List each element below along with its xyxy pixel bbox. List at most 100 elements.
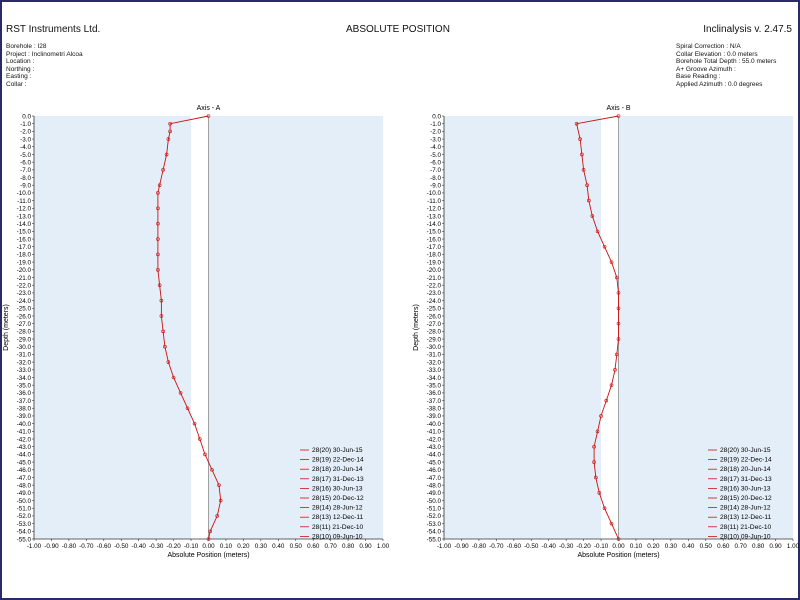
profile-point — [578, 137, 582, 141]
report-title: ABSOLUTE POSITION — [346, 24, 450, 35]
y-tick-label: -36.0 — [427, 390, 442, 397]
profile-point — [614, 275, 619, 280]
y-tick-label: -53.0 — [427, 521, 442, 528]
y-tick-label: -25.0 — [17, 306, 32, 313]
legend-label: 28(14) 28-Jun-12 — [312, 505, 363, 512]
profile-point — [613, 367, 617, 372]
profile-point — [602, 506, 607, 511]
y-tick-label: -23.0 — [427, 290, 442, 297]
y-tick-label: -55.0 — [17, 536, 32, 543]
x-tick-label: 1.00 — [787, 543, 800, 550]
profile-point — [192, 421, 197, 426]
y-tick-label: -14.0 — [427, 221, 442, 228]
profile-point — [616, 337, 621, 341]
y-tick-label: -48.0 — [17, 482, 32, 489]
y-tick-label: -4.0 — [20, 144, 31, 151]
y-tick-label: -47.0 — [427, 475, 442, 482]
profile-point — [161, 329, 165, 334]
profile-point — [159, 314, 164, 318]
y-tick-label: -12.0 — [427, 206, 442, 213]
meta-spiral-correction: Spiral Correction : N/A — [676, 43, 741, 50]
y-tick-label: -2.0 — [430, 129, 441, 136]
software-version: Inclinalysis v. 2.47.5 — [703, 24, 792, 35]
y-tick-label: -37.0 — [427, 398, 442, 405]
y-tick-label: -33.0 — [427, 367, 442, 374]
profile-point — [609, 260, 614, 264]
y-tick-label: -20.0 — [427, 267, 442, 274]
y-tick-label: -50.0 — [17, 498, 32, 505]
y-tick-label: -52.0 — [17, 513, 32, 520]
y-tick-label: -27.0 — [17, 321, 32, 328]
legend-label: 28(18) 20-Jun-14 — [720, 466, 771, 473]
x-tick-label: 0.70 — [325, 543, 338, 550]
y-tick-label: -44.0 — [427, 452, 442, 459]
legend-label: 28(18) 20-Jun-14 — [312, 466, 363, 473]
x-tick-label: 0.20 — [237, 543, 250, 550]
x-tick-label: -0.10 — [184, 543, 199, 550]
x-tick-label: -0.50 — [114, 543, 129, 550]
meta-borehole: Borehole : I28 — [6, 43, 47, 50]
profile-point — [616, 291, 621, 295]
y-tick-label: -22.0 — [427, 283, 442, 290]
x-tick-label: 0.60 — [717, 543, 730, 550]
legend-label: 28(20) 30-Jun-15 — [312, 447, 363, 454]
y-tick-label: -17.0 — [17, 244, 32, 251]
x-tick-label: 1.00 — [377, 543, 390, 550]
x-tick-label: 0.00 — [202, 543, 215, 550]
y-tick-label: -29.0 — [427, 336, 442, 343]
x-tick-label: 0.90 — [359, 543, 372, 550]
x-tick-label: -0.60 — [97, 543, 112, 550]
x-tick-label: -0.90 — [44, 543, 59, 550]
y-tick-label: -39.0 — [17, 413, 32, 420]
profile-point — [156, 206, 160, 211]
x-tick-label: 0.80 — [342, 543, 355, 550]
y-tick-label: -30.0 — [427, 344, 442, 351]
y-tick-label: -55.0 — [427, 536, 442, 543]
y-tick-label: -7.0 — [430, 167, 441, 174]
y-tick-label: -52.0 — [427, 513, 442, 520]
meta-total-depth: Borehole Total Depth : 55.0 meters — [676, 58, 777, 66]
x-tick-label: -0.40 — [542, 543, 557, 550]
profile-point — [218, 498, 223, 503]
y-tick-label: -24.0 — [427, 298, 442, 305]
meta-collar-elevation: Collar Elevation : 0.0 meters — [676, 50, 758, 58]
profile-point — [215, 514, 220, 518]
legend-label: 28(19) 22-Dec-14 — [720, 457, 772, 464]
profile-point — [616, 321, 621, 326]
profile-point — [602, 244, 607, 249]
x-tick-label: -0.40 — [132, 543, 147, 550]
profile-point — [599, 414, 603, 418]
x-tick-label: 0.30 — [665, 543, 678, 550]
y-tick-label: -18.0 — [17, 252, 32, 259]
y-tick-label: -9.0 — [20, 183, 31, 190]
y-tick-label: -45.0 — [17, 459, 32, 466]
profile-point — [616, 306, 621, 311]
y-tick-label: -24.0 — [17, 298, 32, 305]
y-tick-label: -44.0 — [17, 452, 32, 459]
profile-point — [156, 252, 160, 257]
profile-point — [592, 460, 596, 464]
y-tick-label: -27.0 — [427, 321, 442, 328]
profile-point — [161, 168, 165, 172]
y-tick-label: -38.0 — [427, 406, 442, 413]
y-tick-label: -9.0 — [430, 183, 441, 190]
profile-point — [616, 114, 621, 118]
profile-point — [157, 283, 162, 288]
profile-point — [168, 129, 172, 134]
plot-band-right — [618, 116, 793, 539]
profile-point — [616, 537, 621, 541]
legend-label: 28(14) 28-Jun-12 — [720, 505, 771, 512]
x-tick-label: 0.90 — [769, 543, 782, 550]
x-tick-label: -0.30 — [149, 543, 164, 550]
legend-label: 28(11) 21-Dec-10 — [720, 524, 772, 531]
x-tick-label: -0.90 — [454, 543, 469, 550]
legend-label: 28(13) 12-Dec-11 — [312, 514, 364, 521]
y-tick-label: -41.0 — [427, 429, 442, 436]
profile-point — [587, 198, 591, 203]
y-tick-label: -31.0 — [17, 352, 32, 359]
y-tick-label: -54.0 — [17, 529, 32, 536]
y-tick-label: -7.0 — [20, 167, 31, 174]
y-tick-label: -42.0 — [17, 436, 32, 443]
y-tick-label: -25.0 — [427, 306, 442, 313]
legend-label: 28(10) 09-Jun-10 — [312, 533, 363, 540]
